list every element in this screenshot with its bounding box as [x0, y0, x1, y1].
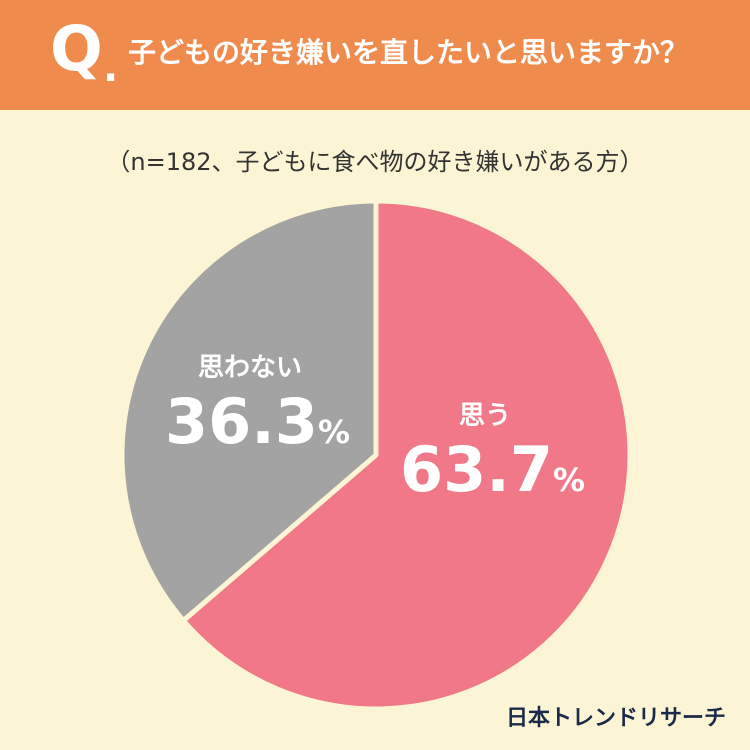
- question-header: Q . 子どもの好き嫌いを直したいと思いますか？: [0, 0, 750, 110]
- slice-unit-omou: %: [552, 461, 586, 499]
- slice-unit-omowanai: %: [317, 413, 351, 451]
- slice-category-omowanai: 思わない: [197, 353, 302, 383]
- slice-value-omowanai: 36.3: [165, 385, 318, 458]
- pie-slice-omowanai: [119, 198, 379, 624]
- brand-logo: 日本トレンドリサーチ: [505, 706, 726, 731]
- slice-value-omou: 63.7: [400, 433, 553, 506]
- slice-percent-omou: 63.7%: [400, 433, 585, 516]
- q-dot: .: [103, 45, 119, 91]
- slice-label-omou: 思う 63.7%: [400, 398, 585, 516]
- pie-slice-omou: [180, 198, 633, 712]
- slice-percent-omowanai: 36.3%: [165, 385, 350, 468]
- slice-label-omowanai: 思わない 36.3%: [165, 350, 350, 468]
- question-title: 子どもの好き嫌いを直したいと思いますか？: [128, 36, 689, 69]
- sample-size-note: （n=182、子どもに食べ物の好き嫌いがある方）: [106, 148, 644, 176]
- q-mark: Q: [50, 12, 103, 85]
- slice-category-omou: 思う: [458, 401, 511, 431]
